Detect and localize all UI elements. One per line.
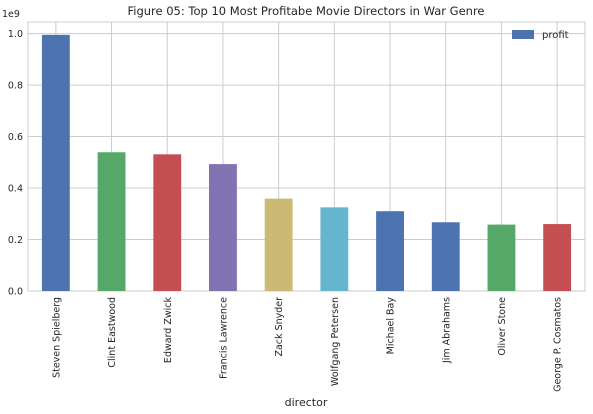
bar (376, 211, 404, 291)
bar (487, 224, 516, 291)
y-tick-label: 1.0 (8, 29, 23, 40)
x-axis-label: director (285, 396, 328, 409)
bar (209, 164, 237, 291)
x-tick-label: Zack Snyder (274, 297, 285, 357)
bar (431, 222, 460, 291)
x-tick-label: George P. Cosmatos (553, 297, 564, 392)
y-tick-label: 0.6 (8, 132, 23, 143)
x-tick-label: Edward Zwick (163, 297, 174, 364)
y-tick-label: 0.0 (8, 287, 23, 298)
bar (41, 34, 70, 291)
bar (153, 154, 182, 291)
x-tick-label: Oliver Stone (497, 297, 508, 356)
bar (264, 198, 293, 291)
x-tick-label: Jim Abrahams (441, 297, 452, 364)
bar (97, 152, 126, 291)
y-tick-label: 0.8 (8, 81, 23, 92)
bar (320, 207, 349, 291)
x-tick-label: Francis Lawrence (218, 297, 229, 379)
x-tick-labels: Steven Spielberg Clint Eastwood Edward Zwi… (51, 297, 563, 392)
y-scale-label: 1e9 (2, 9, 20, 20)
y-tick-label: 0.2 (8, 235, 23, 246)
x-tick-label: Steven Spielberg (51, 297, 62, 378)
bars (41, 34, 572, 291)
y-tick-label: 0.4 (8, 184, 23, 195)
y-tick-labels: 0.0 0.2 0.4 0.6 0.8 1.0 (8, 29, 23, 297)
bar (543, 224, 572, 291)
legend: profit (512, 30, 569, 41)
plot-frame (27, 21, 586, 292)
x-tick-label: Clint Eastwood (107, 297, 118, 368)
x-tick-label: Michael Bay (386, 297, 397, 355)
chart-title: Figure 05: Top 10 Most Profitabe Movie D… (127, 4, 484, 18)
legend-label-profit: profit (542, 30, 569, 41)
x-tick-label: Wolfgang Petersen (330, 297, 341, 386)
legend-swatch-profit (512, 30, 534, 39)
